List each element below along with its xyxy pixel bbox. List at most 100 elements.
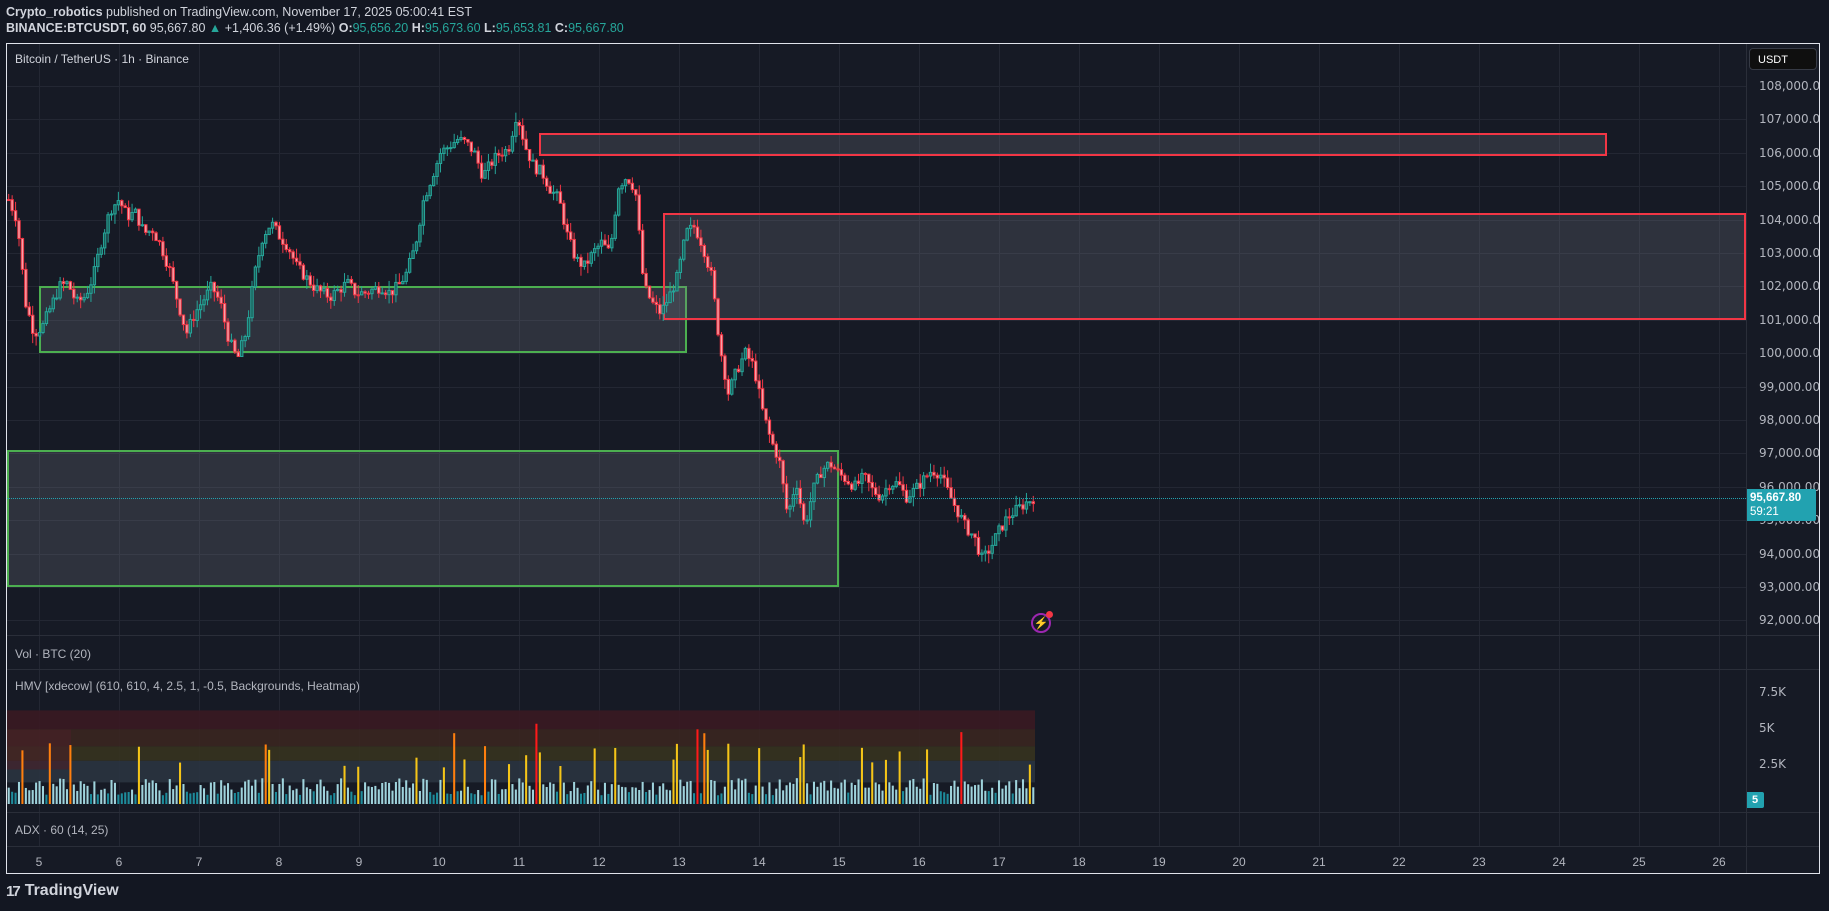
- grid-line: [199, 44, 200, 846]
- grid-line: [7, 119, 1746, 121]
- grid-line: [1559, 44, 1560, 846]
- price-tick: 105,000.00: [1759, 179, 1820, 194]
- hmv-tick: 5K: [1759, 721, 1775, 735]
- time-tick: 13: [672, 855, 686, 869]
- grid-line: [999, 44, 1000, 846]
- lightning-alert-icon[interactable]: ⚡: [1031, 611, 1053, 633]
- grid-line: [1639, 44, 1640, 846]
- tradingview-logo[interactable]: 17 TradingView: [6, 882, 119, 900]
- grid-line: [1239, 44, 1240, 846]
- price-axis-divider: [1746, 44, 1747, 873]
- low-key: L:: [484, 21, 496, 35]
- price-tick: 108,000.00: [1759, 79, 1820, 93]
- open-key: O:: [338, 21, 353, 35]
- time-tick: 21: [1312, 855, 1326, 869]
- grid-line: [1159, 44, 1160, 846]
- publish-text: published on TradingView.com, November 1…: [106, 5, 473, 19]
- pane-separator[interactable]: [7, 669, 1819, 670]
- time-tick: 25: [1632, 855, 1646, 869]
- grid-line: [7, 386, 1746, 388]
- author-name[interactable]: Crypto_robotics: [6, 5, 103, 19]
- price-tick: 99,000.00: [1759, 379, 1820, 394]
- tradingview-mark-icon: 17: [6, 882, 21, 900]
- ohlc-bar: BINANCE:BTCUSDT, 60 95,667.80 ▲ +1,406.3…: [6, 21, 624, 35]
- grid-line: [7, 319, 1746, 321]
- grid-line: [279, 44, 280, 846]
- time-axis-separator: [7, 846, 1819, 847]
- time-tick: 5: [35, 855, 43, 869]
- price-tick: 100,000.00: [1759, 346, 1820, 361]
- volume-pane-label: Vol · BTC (20): [15, 647, 92, 661]
- price-tick: 92,000.00: [1759, 613, 1820, 628]
- grid-line: [39, 44, 40, 846]
- current-price-value: 95,667.80: [1750, 491, 1802, 504]
- grid-line: [7, 620, 1746, 622]
- time-tick: 20: [1232, 855, 1246, 869]
- grid-line: [119, 44, 120, 846]
- grid-line: [839, 44, 840, 846]
- up-triangle-icon: ▲: [208, 21, 222, 35]
- low-value: 95,653.81: [495, 21, 552, 35]
- price-tick: 101,000.00: [1759, 312, 1820, 327]
- price-tick: 93,000.00: [1759, 580, 1820, 594]
- open-value: 95,656.20: [352, 21, 409, 35]
- grid-line: [439, 44, 440, 846]
- time-tick: 22: [1392, 855, 1406, 869]
- candlestick-series[interactable]: [7, 44, 1746, 636]
- notification-dot: [1046, 611, 1053, 618]
- price-tick: 106,000.00: [1759, 145, 1820, 160]
- pane-separator[interactable]: [7, 635, 1819, 636]
- grid-line: [7, 553, 1746, 555]
- time-tick: 8: [275, 855, 283, 869]
- grid-line: [7, 253, 1746, 254]
- grid-line: [7, 420, 1746, 421]
- grid-line: [1719, 44, 1720, 846]
- hmv-pane-label: HMV [xdecow] (610, 610, 4, 2.5, 1, -0.5,…: [15, 679, 360, 693]
- hmv-value-badge: 5: [1746, 792, 1764, 808]
- time-tick: 18: [1072, 855, 1086, 869]
- price-tick: 102,000.00: [1759, 279, 1820, 294]
- price-change: +1,406.36 (+1.49%): [224, 21, 336, 35]
- publish-info: Crypto_robotics published on TradingView…: [6, 5, 472, 19]
- resistance-zone[interactable]: [663, 212, 1746, 320]
- brand-name: TradingView: [24, 882, 119, 899]
- time-tick: 16: [912, 855, 926, 869]
- time-tick: 19: [1152, 855, 1166, 869]
- price-tick: 104,000.00: [1759, 212, 1820, 227]
- grid-line: [519, 44, 520, 846]
- grid-line: [7, 86, 1746, 87]
- current-price-line: [7, 497, 1746, 499]
- hmv-tick: 7.5K: [1759, 685, 1786, 699]
- grid-line: [599, 44, 600, 846]
- symbol-label: BINANCE:BTCUSDT, 60: [6, 21, 147, 35]
- resistance-zone[interactable]: [539, 132, 1607, 157]
- time-tick: 11: [512, 855, 526, 869]
- grid-line: [359, 44, 360, 846]
- chart-frame[interactable]: Bitcoin / TetherUS · 1h · Binance USDT 1…: [6, 43, 1820, 874]
- grid-line: [7, 186, 1746, 188]
- support-zone[interactable]: [7, 450, 839, 587]
- price-tick: 103,000.00: [1759, 246, 1820, 260]
- grid-line: [919, 44, 920, 846]
- high-key: H:: [411, 21, 425, 35]
- grid-line: [759, 44, 760, 846]
- time-tick: 12: [592, 855, 606, 869]
- grid-line: [7, 152, 1746, 154]
- close-value: 95,667.80: [568, 21, 624, 35]
- last-price: 95,667.80: [149, 21, 206, 35]
- grid-line: [679, 44, 680, 846]
- time-tick: 15: [832, 855, 846, 869]
- time-tick: 14: [752, 855, 766, 869]
- support-zone[interactable]: [39, 286, 687, 354]
- hmv-tick: 2.5K: [1759, 757, 1786, 771]
- pane-separator[interactable]: [7, 812, 1819, 813]
- high-value: 95,673.60: [424, 21, 481, 35]
- currency-button[interactable]: USDT: [1749, 48, 1817, 70]
- grid-line: [7, 219, 1746, 221]
- grid-line: [7, 587, 1746, 588]
- price-tick: 107,000.00: [1759, 112, 1820, 127]
- time-tick: 7: [195, 855, 203, 869]
- grid-line: [7, 353, 1746, 355]
- grid-line: [7, 453, 1746, 455]
- time-tick: 9: [355, 855, 363, 869]
